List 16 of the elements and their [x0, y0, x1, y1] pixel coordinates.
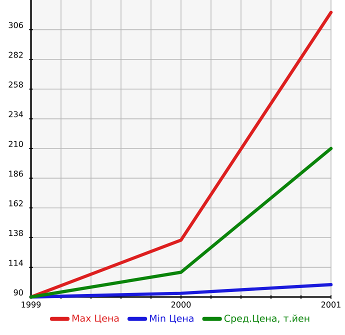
- y-tick-label: 138: [9, 230, 23, 236]
- y-tick-label: 258: [8, 82, 23, 88]
- legend-label: Min Цена: [150, 314, 194, 324]
- y-tick-label: 90: [14, 289, 23, 296]
- y-tick-label: 306: [8, 22, 23, 28]
- y-tick-label: 234: [8, 111, 24, 118]
- x-tick-label: 1999: [22, 302, 41, 308]
- legend-label: Сред.Цена, т.йен: [224, 314, 310, 324]
- y-tick-label: 162: [9, 200, 23, 206]
- x-tick-label: 2001: [321, 302, 340, 308]
- y-tick-label: 186: [9, 170, 23, 177]
- y-tick-label: 210: [8, 140, 23, 147]
- x-tick-label: 2000: [171, 302, 191, 308]
- legend-label: Max Цена: [72, 314, 119, 324]
- y-tick-label: 114: [9, 260, 24, 266]
- y-tick-label: 282: [8, 52, 23, 58]
